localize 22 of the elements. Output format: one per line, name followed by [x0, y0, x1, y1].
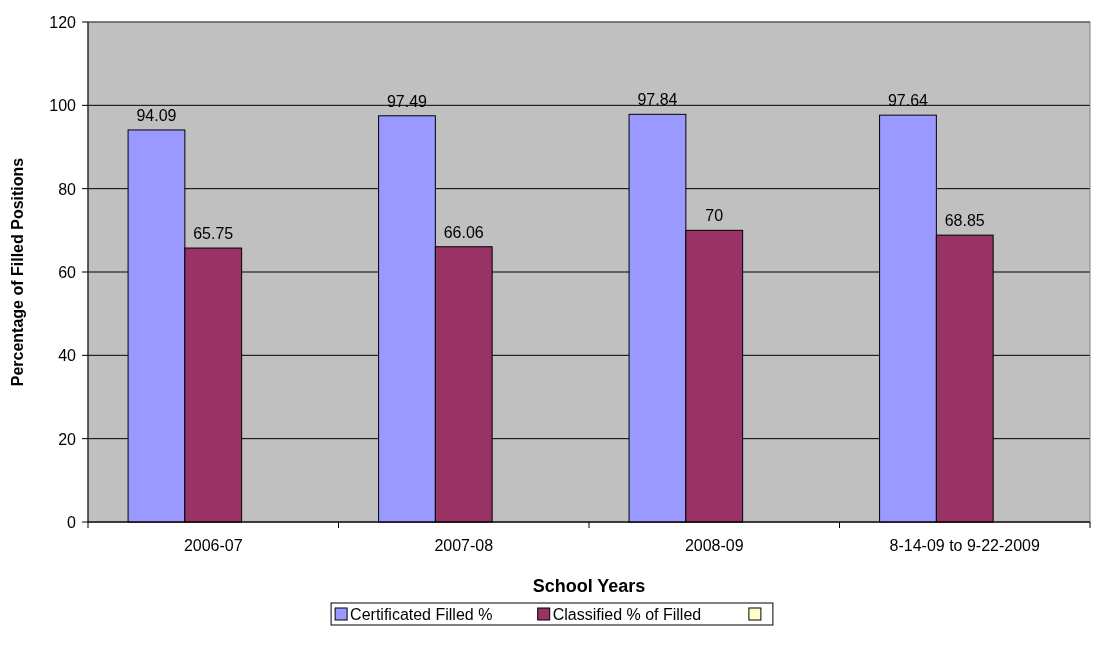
data-label: 94.09	[136, 106, 177, 124]
legend-label: Certificated Filled %	[350, 606, 493, 623]
data-label: 97.84	[637, 91, 678, 109]
x-tick-label: 2006-07	[183, 537, 243, 554]
y-tick-label: 80	[58, 180, 77, 198]
y-tick-label: 20	[58, 430, 77, 448]
data-label: 68.85	[944, 212, 985, 230]
y-tick-label: 0	[67, 514, 77, 531]
data-label: 97.64	[887, 92, 929, 110]
data-label: 66.06	[443, 223, 484, 241]
y-tick-label: 100	[49, 97, 77, 115]
y-tick-label: 120	[49, 14, 77, 31]
x-tick-label: 2007-08	[434, 537, 494, 554]
x-tick-label: 8-14-09 to 9-22-2009	[889, 537, 1041, 554]
data-label: 65.75	[193, 225, 234, 243]
legend-label: Classified % of Filled	[552, 606, 702, 623]
y-tick-label: 40	[58, 347, 77, 365]
y-tick-label: 60	[58, 264, 77, 281]
x-axis-title: School Years	[532, 576, 646, 596]
data-label: 70	[705, 207, 724, 225]
x-tick-label: 2008-09	[684, 537, 744, 554]
y-axis-title: Percentage of Filled Positions	[9, 157, 26, 387]
